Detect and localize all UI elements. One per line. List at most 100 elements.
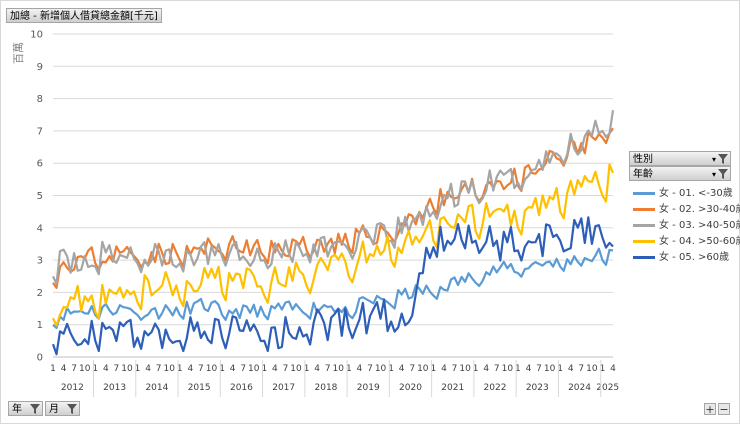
series-line-1 — [52, 247, 614, 329]
x-month-tick-label: 1 — [92, 364, 98, 374]
legend-label: 女 - 05. >60歲 — [659, 252, 730, 263]
x-month-tick-label: 4 — [610, 364, 616, 374]
x-month-tick-label: 7 — [452, 364, 458, 374]
y-tick-label: 6 — [37, 159, 43, 170]
legend-item: 女 - 03. >40-50歲 — [633, 218, 740, 234]
series-line-5 — [51, 216, 614, 356]
chart-title: 加總 - 新增個人借貸總金額[千元] — [10, 11, 158, 22]
x-month-tick-label: 7 — [114, 364, 120, 374]
legend-swatch — [633, 223, 655, 227]
x-month-tick-label: 1 — [177, 364, 183, 374]
x-month-tick-label: 1 — [515, 364, 521, 374]
x-month-tick-label: 10 — [206, 364, 218, 374]
y-tick-label: 1 — [37, 320, 43, 331]
x-month-tick-label: 4 — [314, 364, 320, 374]
x-month-tick-label: 1 — [600, 364, 606, 374]
legend-label: 女 - 04. >50-60歲 — [659, 236, 740, 247]
x-month-tick-label: 10 — [290, 364, 302, 374]
x-month-tick-label: 10 — [502, 364, 514, 374]
legend-item: 女 - 02. >30-40歲 — [633, 202, 740, 218]
x-month-tick-label: 4 — [230, 364, 236, 374]
legend-label: 女 - 01. <-30歲 — [659, 188, 733, 199]
y-tick-label: 2 — [37, 288, 43, 299]
funnel-icon — [718, 154, 728, 164]
filter-month[interactable]: 月 — [45, 401, 80, 416]
dropdown-arrow-icon: ▾ — [711, 155, 716, 164]
x-month-tick-label: 10 — [248, 364, 260, 374]
x-month-tick-label: 7 — [409, 364, 415, 374]
x-year-label: 2021 — [441, 383, 464, 393]
x-month-tick-label: 7 — [494, 364, 500, 374]
funnel-icon — [67, 404, 77, 414]
y-tick-label: 4 — [37, 223, 43, 234]
x-month-tick-label: 1 — [557, 364, 563, 374]
x-month-tick-label: 10 — [333, 364, 345, 374]
legend-item: 女 - 04. >50-60歲 — [633, 234, 740, 250]
filter-year-label: 年 — [12, 404, 22, 415]
x-month-tick-label: 1 — [219, 364, 225, 374]
x-month-tick-label: 4 — [272, 364, 278, 374]
x-month-tick-label: 4 — [61, 364, 67, 374]
funnel-icon — [718, 169, 728, 179]
x-month-tick-label: 7 — [283, 364, 289, 374]
x-month-tick-label: 1 — [261, 364, 267, 374]
legend-label: 女 - 03. >40-50歲 — [659, 220, 740, 231]
y-tick-label: 9 — [37, 62, 43, 73]
x-month-tick-label: 10 — [544, 364, 556, 374]
x-month-tick-label: 4 — [187, 364, 193, 374]
x-year-label: 2020 — [399, 383, 422, 393]
x-year-label: 2019 — [357, 383, 380, 393]
x-month-tick-label: 10 — [417, 364, 429, 374]
x-month-tick-label: 1 — [50, 364, 56, 374]
legend-item: 女 - 01. <-30歲 — [633, 186, 733, 202]
x-year-label: 2022 — [484, 383, 507, 393]
x-month-tick-label: 1 — [304, 364, 310, 374]
expand-button[interactable]: + — [704, 403, 716, 416]
x-month-tick-label: 4 — [483, 364, 489, 374]
filter-age[interactable]: 年齡 ▾ — [629, 166, 731, 181]
y-axis-ticks: 0 1 2 3 4 5 6 7 8 9 10 — [30, 30, 43, 364]
x-month-tick-label: 7 — [198, 364, 204, 374]
legend-item: 女 - 05. >60歲 — [633, 250, 729, 266]
collapse-button[interactable]: − — [718, 403, 730, 416]
x-month-tick-label: 10 — [375, 364, 387, 374]
x-month-tick-label: 1 — [388, 364, 394, 374]
x-month-tick-label: 4 — [357, 364, 363, 374]
x-year-label: 2017 — [272, 383, 295, 393]
x-month-tick-label: 7 — [156, 364, 162, 374]
dropdown-arrow-icon: ▾ — [711, 170, 716, 179]
x-year-label: 2015 — [188, 383, 211, 393]
y-axis-unit-label: 百萬 — [12, 42, 25, 64]
x-month-tick-label: 7 — [367, 364, 373, 374]
y-tick-label: 5 — [37, 191, 43, 202]
x-month-tick-label: 7 — [240, 364, 246, 374]
x-month-tick-label: 4 — [145, 364, 151, 374]
filter-age-label: 年齡 — [633, 169, 653, 180]
x-year-label: 2016 — [230, 383, 253, 393]
y-tick-label: 10 — [30, 30, 43, 41]
x-month-tick-label: 10 — [121, 364, 133, 374]
y-tick-label: 7 — [37, 126, 43, 137]
filter-gender-label: 性別 — [633, 154, 653, 165]
x-month-tick-label: 4 — [103, 364, 109, 374]
filter-gender[interactable]: 性別 ▾ — [629, 151, 731, 166]
chart-title-field[interactable]: 加總 - 新增個人借貸總金額[千元] — [6, 8, 162, 23]
x-month-tick-label: 10 — [79, 364, 91, 374]
x-month-tick-label: 10 — [459, 364, 471, 374]
x-year-label: 2014 — [145, 383, 168, 393]
series-line-3 — [52, 110, 615, 285]
x-year-label: 2012 — [61, 383, 84, 393]
x-year-label: 2018 — [315, 383, 338, 393]
x-month-tick-label: 10 — [163, 364, 175, 374]
x-month-tick-label: 4 — [399, 364, 405, 374]
x-month-tick-label: 10 — [586, 364, 598, 374]
series-lines — [51, 110, 615, 356]
x-month-tick-label: 7 — [325, 364, 331, 374]
legend-swatch — [633, 239, 655, 243]
x-month-tick-label: 1 — [135, 364, 141, 374]
filter-year[interactable]: 年 — [8, 401, 43, 416]
legend-swatch — [633, 255, 655, 259]
x-month-tick-label: 4 — [441, 364, 447, 374]
